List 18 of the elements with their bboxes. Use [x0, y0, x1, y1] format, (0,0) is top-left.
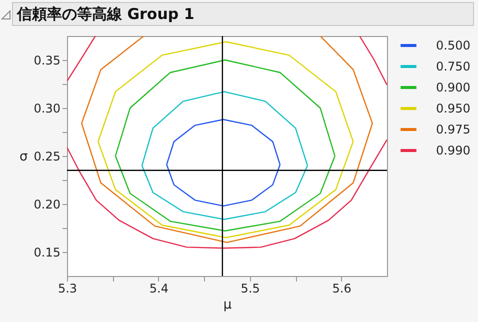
chart-title: 信頼率の等高線 Group 1 [17, 5, 194, 24]
y-tick-label: 0.15 [34, 246, 60, 260]
x-tick-label: 5.3 [58, 282, 78, 296]
legend-label: 0.950 [436, 102, 470, 116]
x-axis-title: μ [223, 298, 232, 312]
y-tick-label: 0.20 [34, 198, 60, 212]
x-tick-label: 5.4 [149, 282, 168, 296]
y-axis-title: σ [20, 150, 28, 164]
x-tick-label: 5.5 [240, 282, 260, 296]
x-tick-label: 5.6 [332, 282, 352, 296]
legend-label: 0.500 [436, 38, 470, 52]
legend-label: 0.750 [436, 60, 470, 74]
y-tick-label: 0.35 [34, 54, 60, 68]
y-tick-label: 0.30 [34, 102, 60, 116]
legend-label: 0.975 [436, 122, 470, 136]
y-tick-label: 0.25 [34, 150, 60, 164]
legend-label: 0.900 [436, 80, 470, 94]
legend-label: 0.990 [436, 144, 470, 158]
